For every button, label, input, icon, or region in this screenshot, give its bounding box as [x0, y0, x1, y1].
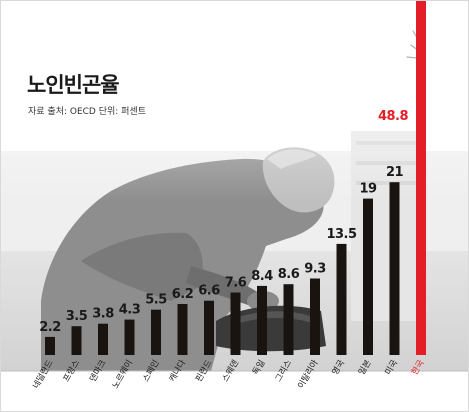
bar-6	[177, 304, 188, 355]
bar-14	[389, 182, 400, 355]
category-label-13: 일본	[357, 358, 374, 377]
value-label-15: 48.8	[378, 109, 409, 124]
value-label-12: 13.5	[326, 227, 357, 242]
value-label-14: 21	[386, 165, 404, 180]
bar-2	[71, 326, 82, 355]
bar-15	[416, 1, 426, 355]
bar-3	[98, 323, 108, 355]
source-note: 자료 출처: OECD 단위: 퍼센트	[28, 107, 147, 117]
category-label-10: 그리스	[274, 358, 294, 383]
bar-13	[363, 198, 373, 355]
bar-12	[336, 243, 347, 355]
chart-title: 노인빈곤율	[27, 73, 120, 97]
category-label-12: 영국	[330, 358, 347, 377]
category-label-4: 노르웨이	[110, 358, 135, 391]
category-label-7: 핀란드	[193, 358, 214, 384]
value-label-1: 2.2	[39, 320, 61, 335]
category-label-5: 스페인	[140, 358, 161, 384]
category-label-9: 독일	[251, 359, 267, 378]
value-label-9: 8.4	[251, 269, 273, 284]
value-label-10: 8.6	[278, 267, 300, 282]
bar-10	[283, 284, 294, 355]
category-label-1: 네덜란드	[30, 358, 55, 391]
bar-4	[124, 319, 135, 355]
bar-9	[257, 285, 267, 355]
value-label-7: 6.6	[198, 284, 220, 299]
bar-1	[45, 336, 55, 355]
bar-5	[151, 309, 161, 355]
category-label-11: 이탈리아	[295, 358, 320, 391]
value-label-8: 7.6	[225, 276, 247, 291]
bar-11	[310, 278, 320, 355]
category-label-3: 덴마크	[88, 358, 108, 383]
category-label-6: 캐나다	[168, 358, 188, 383]
bar-8	[230, 292, 241, 355]
category-label-2: 프랑스	[61, 358, 82, 384]
value-label-13: 19	[359, 182, 377, 197]
value-label-11: 9.3	[304, 262, 326, 277]
category-label-14: 미국	[384, 358, 401, 377]
category-label-8: 스웨덴	[220, 358, 241, 384]
value-label-2: 3.5	[66, 309, 88, 324]
value-label-4: 4.3	[119, 303, 141, 318]
value-label-5: 5.5	[145, 293, 167, 308]
value-label-6: 6.2	[172, 287, 194, 302]
bar-7	[204, 300, 214, 355]
value-label-3: 3.8	[92, 307, 114, 322]
category-label-15: 한국	[410, 358, 427, 377]
